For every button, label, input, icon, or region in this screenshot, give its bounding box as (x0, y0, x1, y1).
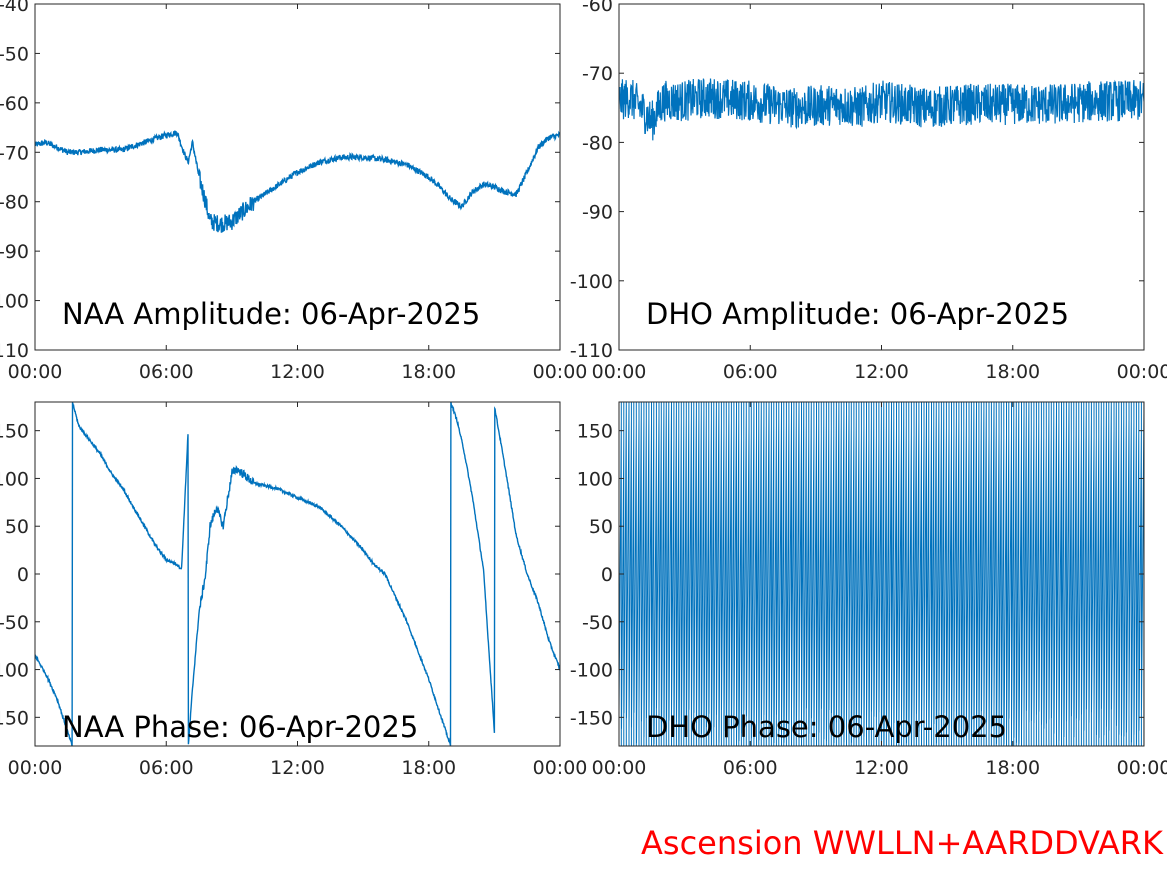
x-tick-label: 18:00 (401, 757, 456, 779)
naa-phase-title: NAA Phase: 06-Apr-2025 (62, 710, 418, 744)
y-tick-label: -100 (0, 660, 29, 682)
y-tick-label: 150 (577, 421, 613, 443)
y-tick-label: -90 (0, 241, 29, 263)
x-tick-label: 00:00 (8, 361, 63, 383)
x-tick-label: 18:00 (985, 361, 1040, 383)
naa-amplitude-title: NAA Amplitude: 06-Apr-2025 (62, 297, 480, 331)
y-tick-label: -50 (0, 612, 29, 634)
y-tick-label: -60 (582, 0, 613, 16)
y-tick-label: -70 (582, 63, 613, 85)
y-tick-label: 100 (577, 468, 613, 490)
x-tick-label: 00:00 (533, 361, 588, 383)
x-tick-label: 06:00 (139, 361, 194, 383)
series-line (35, 130, 560, 233)
x-tick-label: 18:00 (985, 757, 1040, 779)
y-tick-label: -60 (0, 93, 29, 115)
y-tick-label: -100 (570, 660, 613, 682)
x-tick-label: 18:00 (401, 361, 456, 383)
station-label: Ascension WWLLN+AARDDVARK (641, 824, 1163, 862)
x-tick-label: 06:00 (723, 361, 778, 383)
y-tick-label: -110 (570, 340, 613, 362)
y-tick-label: -50 (0, 43, 29, 65)
x-tick-label: 12:00 (270, 757, 325, 779)
x-tick-label: 00:00 (533, 757, 588, 779)
dho-amplitude-title: DHO Amplitude: 06-Apr-2025 (646, 297, 1069, 331)
y-tick-label: -100 (0, 291, 29, 313)
axes-box (34, 401, 561, 747)
y-tick-label: 100 (0, 468, 29, 490)
dho-phase-title: DHO Phase: 06-Apr-2025 (646, 710, 1007, 744)
x-tick-label: 06:00 (723, 757, 778, 779)
x-tick-label: 06:00 (139, 757, 194, 779)
naa-amplitude-panel: 00:0006:0012:0018:0000:00-110-100-90-80-… (0, 0, 587, 383)
series-line (619, 78, 1144, 141)
series-line (35, 402, 560, 746)
dho-phase-panel: 00:00 06:00 12:00 18:00 00:00 -150 -100 -50 0 50 1… (570, 401, 1167, 779)
y-tick-label: 0 (17, 564, 29, 586)
y-tick-label: 0 (601, 564, 613, 586)
series-line (619, 402, 1144, 746)
y-tick-label: -100 (570, 271, 613, 293)
x-tick-label: 00:00 (1117, 361, 1167, 383)
x-tick-label: 12:00 (854, 757, 909, 779)
y-tick-label: -150 (570, 707, 613, 729)
x-tick-label: 12:00 (270, 361, 325, 383)
y-tick-label: -70 (0, 142, 29, 164)
y-tick-label: 150 (0, 421, 29, 443)
y-tick-label: -90 (582, 202, 613, 224)
naa-phase-panel: 00:00 06:00 12:00 18:00 00:00 -150 -100 -50 0 50 1… (0, 401, 587, 779)
y-tick-label: -110 (0, 340, 29, 362)
x-tick-label: 00:00 (592, 757, 647, 779)
x-tick-label: 12:00 (854, 361, 909, 383)
y-tick-label: -80 (0, 192, 29, 214)
y-tick-label: -150 (0, 707, 29, 729)
dho-amplitude-panel: 00:00 06:00 12:00 18:00 00:00-110-100-90-80-… (570, 0, 1167, 383)
x-tick-label: 00:00 (1117, 757, 1167, 779)
x-tick-label: 00:00 (592, 361, 647, 383)
y-tick-label: -50 (582, 612, 613, 634)
y-tick-label: 50 (589, 516, 613, 538)
y-tick-label: 50 (5, 516, 29, 538)
y-tick-label: -80 (582, 132, 613, 154)
x-tick-label: 00:00 (8, 757, 63, 779)
y-tick-label: -40 (0, 0, 29, 16)
